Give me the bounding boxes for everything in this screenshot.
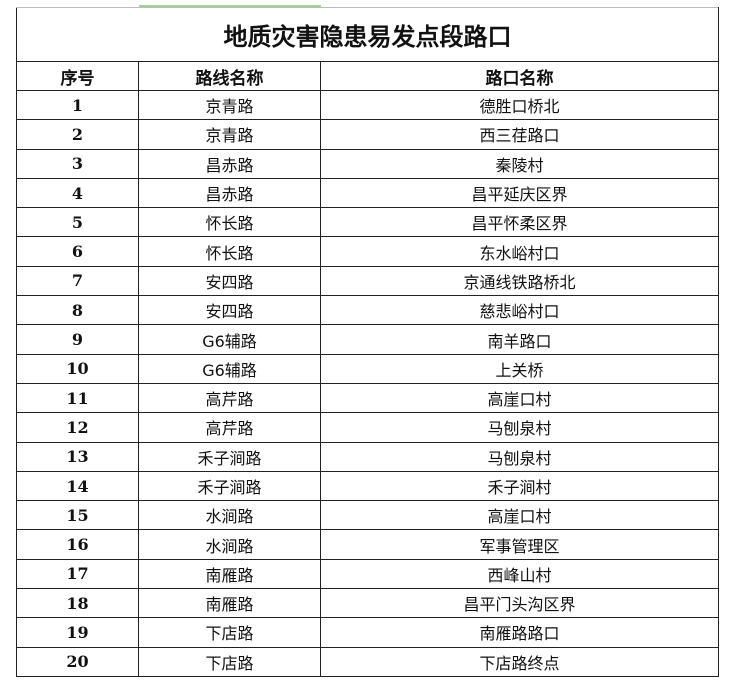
table-row: 10 G6辅路 上关桥 [16, 353, 720, 384]
cell-route-name: 安四路 [138, 295, 321, 326]
cell-index: 13 [16, 441, 139, 472]
table-row: 7 安四路 京通线铁路桥北 [16, 265, 720, 297]
cell-index: 16 [16, 529, 139, 560]
cell-index: 10 [16, 353, 139, 384]
table-row: 8 安四路 慈悲峪村口 [16, 295, 720, 326]
cell-route-name: 禾子涧路 [138, 441, 321, 472]
cell-intersection-name: 德胜口桥北 [319, 89, 720, 121]
cell-intersection-name: 昌平怀柔区界 [319, 207, 720, 238]
table-row: 18 南雁路 昌平门头沟区界 [16, 588, 720, 619]
table-row: 5 怀长路 昌平怀柔区界 [16, 207, 720, 238]
table-row: 9 G6辅路 南羊路口 [16, 324, 720, 355]
hazard-table: 地质灾害隐患易发点段路口 序号 路线名称 路口名称 1 京青路 德胜口桥北 2 京青路西… [15, 7, 720, 677]
cell-index: 2 [16, 119, 139, 150]
cell-index: 3 [16, 148, 139, 179]
cell-route-name: G6辅路 [138, 324, 321, 355]
cell-intersection-name: 东水峪村口 [319, 236, 720, 267]
cell-intersection-name: 马刨泉村 [319, 412, 720, 443]
cell-route-name: 怀长路 [138, 236, 321, 267]
cell-intersection-name: 军事管理区 [319, 529, 720, 560]
cell-index: 7 [16, 265, 139, 297]
cell-index: 4 [16, 177, 139, 209]
cell-route-name: 高芹路 [138, 412, 321, 443]
cell-index: 6 [16, 236, 139, 267]
cell-route-name: G6辅路 [138, 353, 321, 384]
selection-highlight [139, 5, 321, 8]
table-row: 17 南雁路 西峰山村 [16, 558, 720, 590]
table-row: 3 昌赤路 秦陵村 [16, 148, 720, 179]
header-index: 序号 [16, 61, 139, 91]
cell-index: 9 [16, 324, 139, 355]
cell-index: 20 [16, 646, 139, 677]
table-row: 13 禾子涧路 马刨泉村 [16, 441, 720, 472]
table-row: 14 禾子涧路 禾子涧村 [16, 470, 720, 502]
cell-index: 18 [16, 588, 139, 619]
table-row: 19 下店路 南雁路路口 [16, 617, 720, 648]
table-row: 11 高芹路 高崖口村 [16, 382, 720, 414]
table-row: 2 京青路 西三荏路口 [16, 119, 720, 150]
cell-index: 5 [16, 207, 139, 238]
table-row: 6 怀长路 东水峪村口 [16, 236, 720, 267]
cell-intersection-name: 禾子涧村 [319, 470, 720, 502]
table-title: 地质灾害隐患易发点段路口 [15, 7, 720, 62]
cell-intersection-name: 西三荏路口 [319, 119, 720, 150]
cell-intersection-name: 慈悲峪村口 [319, 295, 720, 326]
cell-intersection-name: 京通线铁路桥北 [319, 265, 720, 297]
cell-index: 11 [16, 382, 139, 414]
cell-route-name: 高芹路 [138, 382, 321, 414]
cell-intersection-name: 西峰山村 [319, 558, 720, 590]
cell-index: 14 [16, 470, 139, 502]
cell-route-name: 下店路 [138, 646, 321, 677]
cell-route-name: 京青路 [138, 119, 321, 150]
cell-index: 12 [16, 412, 139, 443]
cell-intersection-name: 昌平门头沟区界 [319, 588, 720, 619]
header-route-name: 路线名称 [138, 61, 321, 91]
header-intersection-name: 路口名称 [319, 61, 720, 91]
cell-index: 15 [16, 500, 139, 531]
table-row: 15 水涧路 高崖口村 [16, 500, 720, 531]
cell-intersection-name: 下店路终点 [319, 646, 720, 677]
cell-route-name: 南雁路 [138, 558, 321, 590]
cell-route-name: 昌赤路 [138, 177, 321, 209]
table-row: 1 京青路 德胜口桥北 [16, 89, 720, 121]
table-row: 20 下店路 下店路终点 [16, 646, 720, 677]
cell-route-name: 水涧路 [138, 529, 321, 560]
cell-route-name: 水涧路 [138, 500, 321, 531]
cell-intersection-name: 昌平延庆区界 [319, 177, 720, 209]
cell-index: 8 [16, 295, 139, 326]
cell-route-name: 南雁路 [138, 588, 321, 619]
cell-route-name: 下店路 [138, 617, 321, 648]
cell-route-name: 京青路 [138, 89, 321, 121]
cell-intersection-name: 马刨泉村 [319, 441, 720, 472]
table-row: 12 高芹路 马刨泉村 [16, 412, 720, 443]
table-row: 4 昌赤路 昌平延庆区界 [16, 177, 720, 209]
cell-intersection-name: 高崖口村 [319, 500, 720, 531]
cell-intersection-name: 南羊路口 [319, 324, 720, 355]
hazard-table-container: 地质灾害隐患易发点段路口 序号 路线名称 路口名称 1 京青路 德胜口桥北 2 京青路西… [15, 7, 720, 677]
cell-route-name: 安四路 [138, 265, 321, 297]
cell-intersection-name: 上关桥 [319, 353, 720, 384]
cell-route-name: 怀长路 [138, 207, 321, 238]
cell-intersection-name: 秦陵村 [319, 148, 720, 179]
table-row: 16 水涧路 军事管理区 [16, 529, 720, 560]
cell-route-name: 昌赤路 [138, 148, 321, 179]
cell-intersection-name: 南雁路路口 [319, 617, 720, 648]
cell-index: 19 [16, 617, 139, 648]
cell-intersection-name: 高崖口村 [319, 382, 720, 414]
cell-index: 1 [16, 89, 139, 121]
cell-route-name: 禾子涧路 [138, 470, 321, 502]
cell-index: 17 [16, 558, 139, 590]
